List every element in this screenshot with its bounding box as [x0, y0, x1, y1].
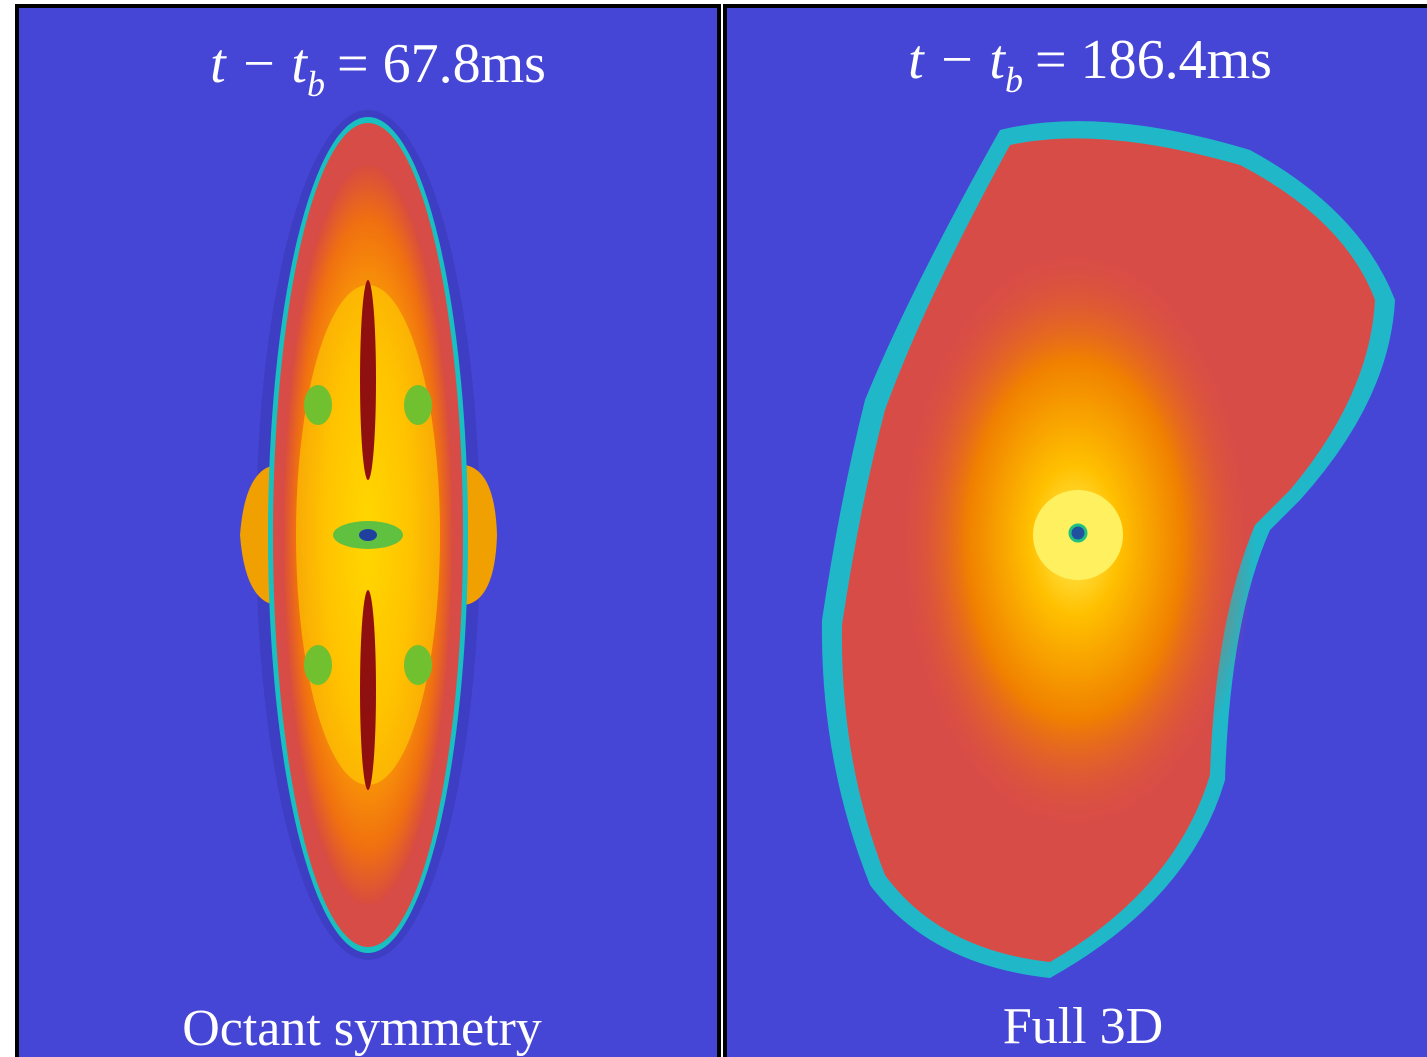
title-lhs: t − t [210, 33, 308, 95]
panel-caption: Octant symmetry [182, 1000, 542, 1057]
figure: t − tb= 67.8ms t − tb= 186.4ms Octant sy… [0, 0, 1427, 1057]
title-rhs: = 186.4ms [1035, 29, 1272, 91]
title-lhs: t − t [908, 29, 1006, 91]
title-rhs: = 67.8ms [337, 33, 546, 95]
panel-title: t − tb = 186.4ms [908, 29, 1272, 100]
page: t − tb= 67.8ms t − tb= 186.4ms Octant sy… [0, 0, 1427, 1057]
panel-title: t − tb = 67.8ms [210, 33, 546, 104]
title-subscript: b [307, 64, 325, 104]
title-subscript: b [1005, 60, 1023, 100]
panel-caption: Full 3D [1003, 998, 1163, 1055]
